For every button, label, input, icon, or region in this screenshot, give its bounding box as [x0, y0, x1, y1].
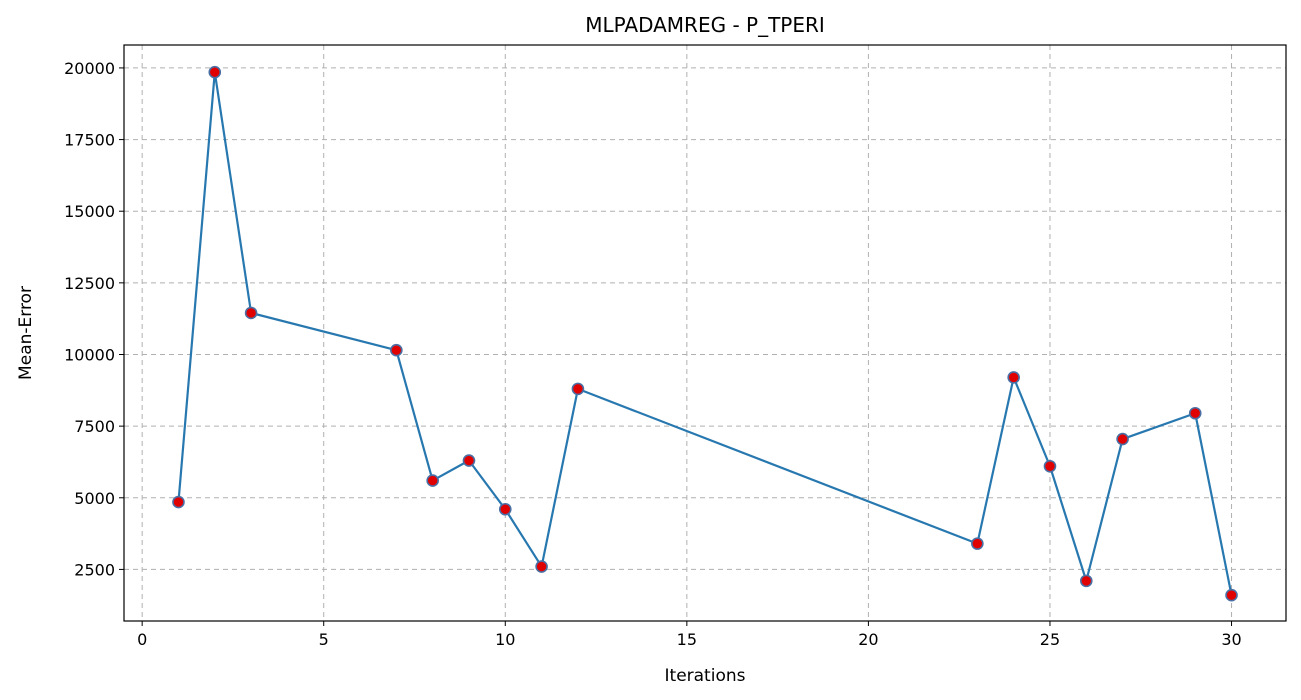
data-point: [1225, 588, 1238, 602]
x-axis: 0 5 10 15 20 25 30: [137, 621, 1242, 649]
y-axis-title: Mean-Error: [16, 286, 36, 380]
data-point: [1007, 371, 1020, 384]
x-tick-label: 15: [677, 630, 697, 649]
y-tick-label: 12500: [64, 274, 115, 293]
y-axis: 2500 5000 7500 10000 12500 15000 17500 20000: [64, 59, 124, 579]
y-tick-label: 17500: [64, 131, 115, 150]
x-tick-label: 10: [495, 630, 515, 649]
grid: [124, 45, 1286, 621]
x-tick-label: 30: [1221, 630, 1241, 649]
data-point: [1043, 459, 1057, 473]
data-point: [244, 306, 258, 320]
y-tick-label: 20000: [64, 59, 115, 78]
y-tick-label: 5000: [74, 489, 115, 508]
x-tick-label: 20: [858, 630, 878, 649]
y-tick-label: 10000: [64, 345, 115, 364]
data-point: [390, 343, 403, 357]
x-tick-label: 25: [1040, 630, 1060, 649]
y-tick-label: 7500: [74, 417, 115, 436]
x-axis-title: Iterations: [665, 666, 746, 686]
chart-title: MLPADAMREG - P_TPERI: [585, 13, 825, 37]
data-point: [1116, 432, 1129, 446]
series-layer: [172, 65, 1238, 602]
x-tick-label: 0: [137, 630, 147, 649]
data-point: [1188, 406, 1202, 420]
data-point: [462, 454, 476, 467]
y-tick-label: 2500: [74, 560, 115, 579]
data-point: [1079, 574, 1093, 588]
data-point: [535, 560, 548, 573]
data-point: [426, 474, 439, 487]
plot-frame: [123, 44, 1287, 622]
data-point: [498, 502, 512, 516]
data-point: [571, 382, 585, 396]
series-line: [177, 71, 1233, 596]
data-point: [172, 495, 185, 509]
data-point: [971, 537, 984, 550]
x-tick-label: 5: [319, 630, 329, 649]
y-tick-label: 15000: [64, 202, 115, 221]
data-point: [208, 65, 222, 79]
